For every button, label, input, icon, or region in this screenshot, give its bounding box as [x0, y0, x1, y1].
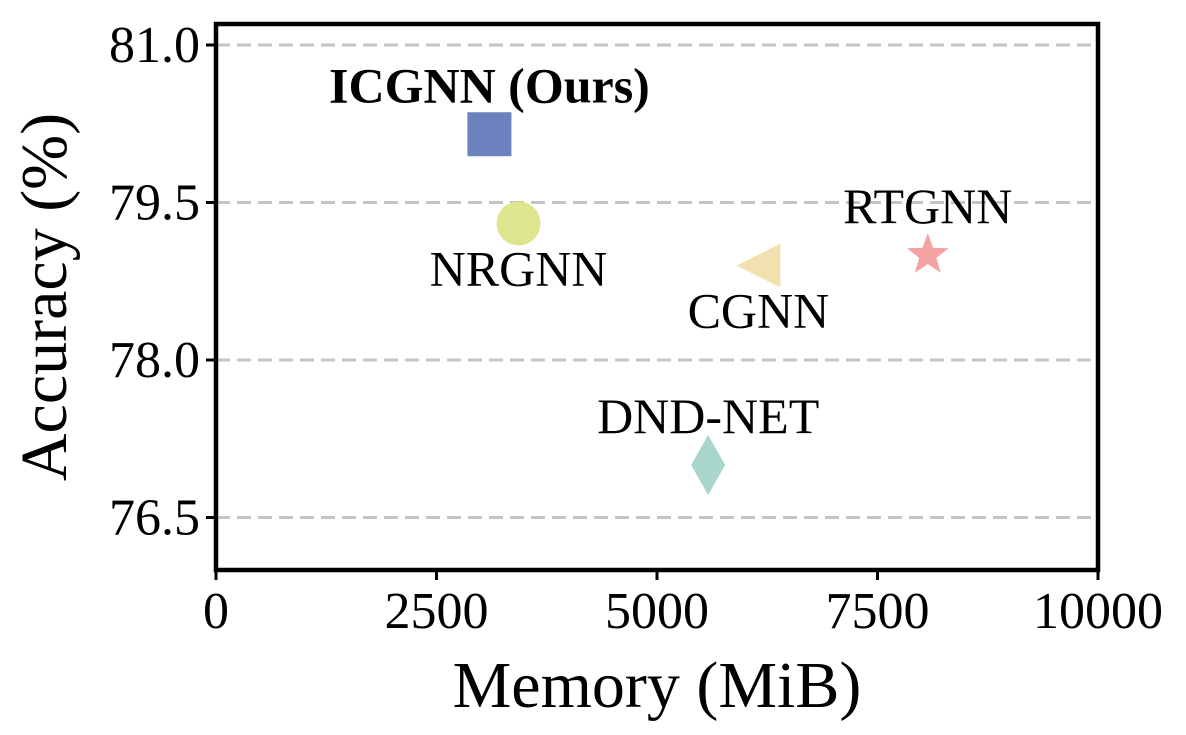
- x-axis-ticks: 0 2500 5000 7500 10000: [203, 570, 1163, 640]
- y-tick-label: 81.0: [109, 17, 200, 74]
- x-tick-label: 5000: [605, 583, 709, 640]
- point-label: CGNN: [688, 283, 830, 339]
- square-marker: [467, 112, 512, 157]
- y-axis-ticks: 76.5 78.0 79.5 81.0: [109, 17, 216, 547]
- point-label: RTGNN: [843, 178, 1012, 234]
- x-tick-label: 7500: [826, 583, 930, 640]
- y-tick-label: 78.0: [109, 332, 200, 389]
- circle-marker: [496, 201, 541, 246]
- x-axis-label: Memory (MiB): [453, 649, 862, 722]
- star-marker: [906, 233, 949, 273]
- x-tick-label: 10000: [1033, 583, 1163, 640]
- x-tick-label: 2500: [385, 583, 489, 640]
- point-label: NRGNN: [430, 241, 608, 297]
- diamond-marker: [691, 435, 726, 495]
- x-tick-label: 0: [203, 583, 229, 640]
- y-tick-label: 79.5: [109, 175, 200, 232]
- y-tick-label: 76.5: [109, 490, 200, 547]
- triangle-marker: [736, 243, 781, 288]
- point-label: DND-NET: [597, 388, 819, 444]
- grid-lines: [216, 43, 1098, 519]
- y-axis-label: Accuracy (%): [8, 113, 81, 481]
- point-label: ICGNN (Ours): [329, 57, 650, 113]
